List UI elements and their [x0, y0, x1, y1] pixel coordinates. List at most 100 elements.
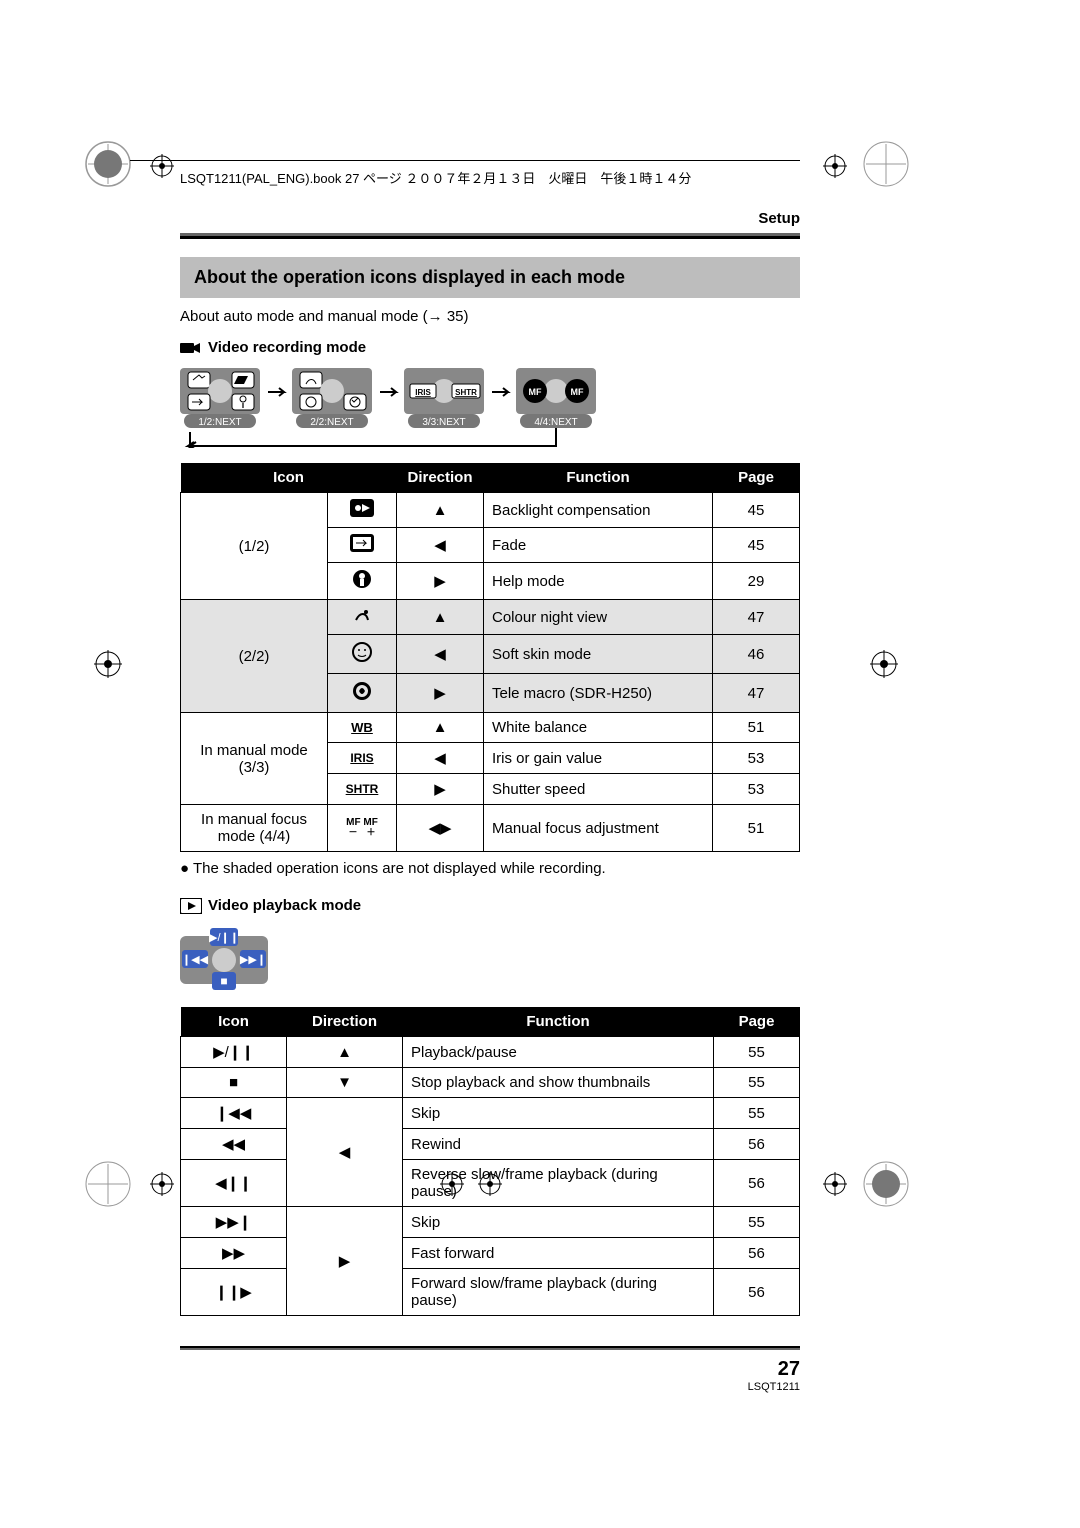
page-cell: 47	[713, 600, 800, 635]
icon-cell: ❙❙▶	[181, 1269, 287, 1316]
page-cell: 56	[714, 1269, 800, 1316]
divider	[180, 233, 800, 239]
backlight-icon	[350, 499, 374, 517]
soft-skin-icon	[351, 641, 373, 663]
svg-text:MF: MF	[571, 387, 584, 397]
direction-cell: ◀	[397, 635, 484, 674]
reg-mark-icon	[84, 140, 132, 188]
function-cell: Shutter speed	[484, 774, 713, 805]
direction-cell: ◀▶	[397, 805, 484, 852]
iris-icon: IRIS	[328, 743, 397, 774]
th-function: Function	[403, 1007, 714, 1037]
shtr-icon: SHTR	[328, 774, 397, 805]
function-cell: Stop playback and show thumbnails	[403, 1068, 714, 1098]
divider	[130, 160, 800, 161]
svg-text:▶▶❙: ▶▶❙	[240, 954, 266, 966]
page-cell: 51	[713, 805, 800, 852]
reg-mark-icon	[150, 154, 174, 178]
page-cell: 45	[713, 493, 800, 528]
row-group-label: (1/2)	[181, 493, 328, 600]
fade-icon	[350, 534, 374, 552]
svg-text:SHTR: SHTR	[455, 388, 477, 397]
reg-mark-icon	[870, 650, 898, 678]
svg-text:4/4:NEXT: 4/4:NEXT	[534, 417, 577, 428]
direction-cell: ◀	[397, 743, 484, 774]
page-cell: 55	[714, 1098, 800, 1129]
function-cell: Rewind	[403, 1129, 714, 1160]
page-cell: 55	[714, 1037, 800, 1068]
page-cell: 29	[713, 563, 800, 600]
reg-mark-icon	[84, 1160, 132, 1208]
icon-cell: ▶/❙❙	[181, 1037, 287, 1068]
tele-macro-icon	[351, 680, 373, 702]
reg-mark-icon	[862, 140, 910, 188]
icon-cell: ❙◀◀	[181, 1098, 287, 1129]
page-cell: 53	[713, 743, 800, 774]
mode-diagram: i 1/2:NEXT 2/2:NEXT	[180, 368, 700, 448]
th-page: Page	[714, 1007, 800, 1037]
th-direction: Direction	[287, 1007, 403, 1037]
wb-icon: WB	[328, 713, 397, 743]
night-view-icon	[350, 606, 374, 624]
direction-cell: ▶	[397, 563, 484, 600]
function-cell: Forward slow/frame playback (during paus…	[403, 1269, 714, 1316]
note-text: ● The shaded operation icons are not dis…	[180, 860, 800, 877]
mode-title: Video recording mode	[208, 339, 366, 356]
svg-text:MF: MF	[529, 387, 542, 397]
th-icon: Icon	[181, 1007, 287, 1037]
page-cell: 46	[713, 635, 800, 674]
subtitle-text: About auto mode and manual mode (→ 35)	[180, 308, 800, 325]
camera-icon	[180, 340, 202, 356]
row-group-label: (2/2)	[181, 600, 328, 713]
function-cell: Colour night view	[484, 600, 713, 635]
reg-mark-icon	[823, 154, 847, 178]
reg-mark-icon	[150, 1172, 174, 1196]
doc-code: LSQT1211	[180, 1381, 800, 1393]
page-number: 27	[180, 1358, 800, 1381]
page-cell: 55	[714, 1207, 800, 1238]
direction-cell: ◀	[397, 528, 484, 563]
row-group-label: In manual focusmode (4/4)	[181, 805, 328, 852]
section-heading: About the operation icons displayed in e…	[180, 257, 800, 298]
direction-cell: ▶	[287, 1207, 403, 1316]
th-direction: Direction	[397, 463, 484, 493]
page-cell: 56	[714, 1238, 800, 1269]
svg-text:▶/❙❙: ▶/❙❙	[209, 932, 239, 944]
page-cell: 53	[713, 774, 800, 805]
page-cell: 56	[714, 1160, 800, 1207]
row-group-label: In manual mode(3/3)	[181, 713, 328, 805]
mode-title: Video playback mode	[208, 897, 361, 914]
page-cell: 55	[714, 1068, 800, 1098]
th-page: Page	[713, 463, 800, 493]
reg-mark-icon	[862, 1160, 910, 1208]
reg-mark-icon	[94, 650, 122, 678]
function-cell: Fast forward	[403, 1238, 714, 1269]
reg-mark-icon	[823, 1172, 847, 1196]
function-cell: Iris or gain value	[484, 743, 713, 774]
direction-cell: ◀	[287, 1098, 403, 1207]
function-cell: Skip	[403, 1098, 714, 1129]
function-cell: Reverse slow/frame playback (during paus…	[403, 1160, 714, 1207]
icon-cell: ■	[181, 1068, 287, 1098]
help-icon	[350, 569, 374, 589]
recording-mode-table: Icon Direction Function Page (1/2) ▲ Bac…	[180, 463, 800, 852]
page-cell: 45	[713, 528, 800, 563]
svg-text:i: i	[242, 400, 245, 410]
svg-text:IRIS: IRIS	[415, 388, 431, 397]
svg-text:2/2:NEXT: 2/2:NEXT	[310, 417, 353, 428]
function-cell: Playback/pause	[403, 1037, 714, 1068]
function-cell: Help mode	[484, 563, 713, 600]
direction-cell: ▲	[287, 1037, 403, 1068]
icon-cell: ▶▶	[181, 1238, 287, 1269]
svg-text:1/2:NEXT: 1/2:NEXT	[198, 417, 241, 428]
direction-cell: ▲	[397, 600, 484, 635]
function-cell: Backlight compensation	[484, 493, 713, 528]
th-icon: Icon	[181, 463, 397, 493]
mf-icon: MF MF－ ＋	[328, 805, 397, 852]
icon-cell: ◀❙❙	[181, 1160, 287, 1207]
direction-cell: ▲	[397, 713, 484, 743]
direction-cell: ▼	[287, 1068, 403, 1098]
th-function: Function	[484, 463, 713, 493]
function-cell: Fade	[484, 528, 713, 563]
svg-text:3/3:NEXT: 3/3:NEXT	[422, 417, 465, 428]
